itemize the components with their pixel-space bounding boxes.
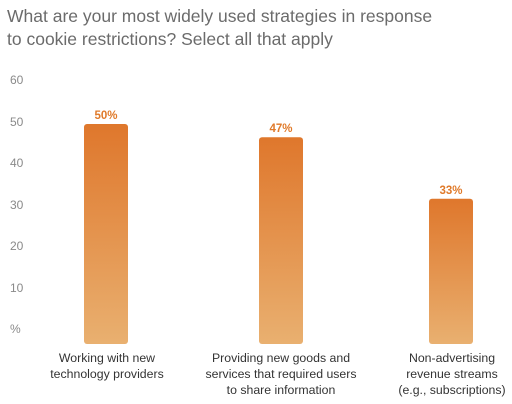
y-tick-label: 60 <box>10 73 24 87</box>
y-tick-label: 10 <box>10 280 24 295</box>
bar-value-label: 50% <box>94 110 117 122</box>
y-unit-label: % <box>10 322 21 336</box>
category-label-line: Non-advertising <box>408 351 496 365</box>
chart-title-line-2: to cookie restrictions? Select all that … <box>7 29 333 49</box>
y-tick-label: 20 <box>10 239 24 253</box>
y-tick-label: 40 <box>10 156 24 170</box>
category-label-line: technology providers <box>50 367 164 381</box>
category-label-line: (e.g., subscriptions) <box>398 383 506 397</box>
category-label-line: services that required users <box>205 367 357 381</box>
bar-1 <box>84 124 128 344</box>
y-tick-label: 30 <box>10 197 24 212</box>
chart-title-line-1: What are your most widely used strategie… <box>7 6 433 26</box>
category-label-line: Providing new goods and <box>211 351 351 365</box>
category-label-technology-providers: Working with new technology providers <box>22 350 192 382</box>
category-label-non-advertising-revenue: Non-advertising revenue streams (e.g., s… <box>367 350 512 398</box>
category-label-line: Working with new <box>58 351 156 365</box>
category-label-line: to share information <box>226 383 336 397</box>
category-label-new-goods-services: Providing new goods and services that re… <box>196 350 366 398</box>
bar-2 <box>259 137 303 344</box>
chart-title: What are your most widely used strategie… <box>7 5 507 51</box>
category-label-line: revenue streams <box>406 367 498 381</box>
bar-value-label: 33% <box>439 185 462 197</box>
y-tick-label: 50 <box>10 114 24 129</box>
bar-3 <box>429 198 473 344</box>
bar-value-label: 47% <box>269 123 292 135</box>
